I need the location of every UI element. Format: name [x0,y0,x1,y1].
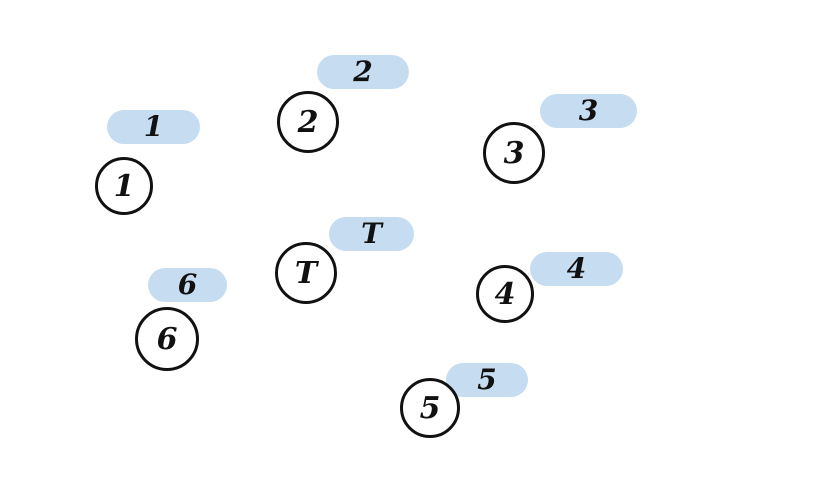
tag-1: 1 [107,110,200,144]
tag-5: 5 [446,363,528,397]
tag-T: T [329,217,414,251]
node-4: 4 [476,265,534,323]
node-2: 2 [277,91,339,153]
tag-2: 2 [317,55,409,89]
tag-4: 4 [530,252,623,286]
node-5: 5 [400,378,460,438]
tag-3: 3 [540,94,637,128]
node-T: T [275,242,337,304]
node-3: 3 [483,122,545,184]
node-1: 1 [95,157,153,215]
tag-6: 6 [148,268,227,302]
node-6: 6 [135,307,199,371]
